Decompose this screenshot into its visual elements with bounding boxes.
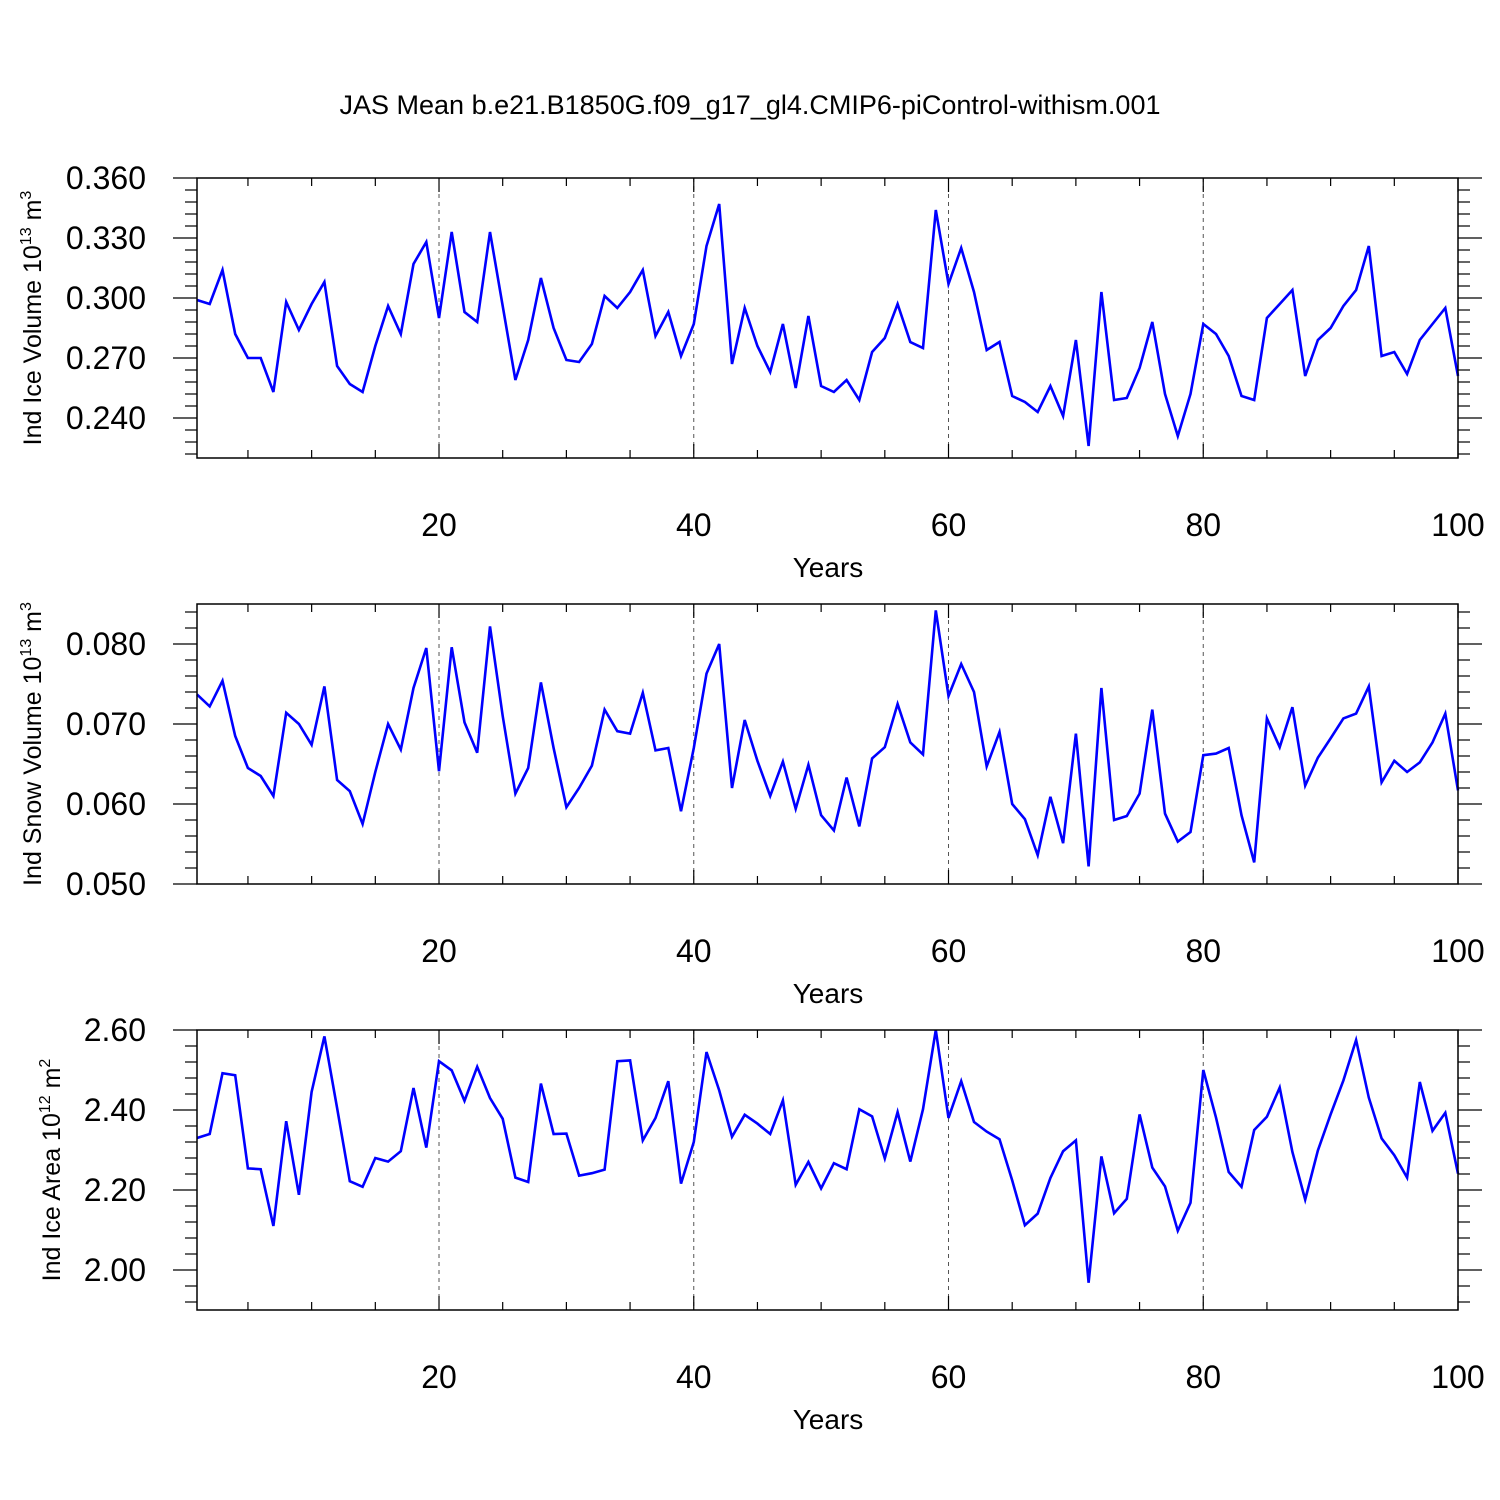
x-tick-label: 100 bbox=[1431, 507, 1484, 543]
x-tick-label: 60 bbox=[931, 507, 967, 543]
y-tick-label: 2.20 bbox=[84, 1172, 146, 1208]
y-tick-label: 0.330 bbox=[66, 220, 146, 256]
x-axis-label: Years bbox=[793, 978, 864, 1009]
panel-snow-volume: 0.050 0.060 0.070 0.080 20 40 60 80 100 Years Ind … bbox=[18, 602, 1485, 1009]
y-tick-label: 2.00 bbox=[84, 1252, 146, 1288]
y-tick-label: 0.240 bbox=[66, 400, 146, 436]
x-tick-label: 100 bbox=[1431, 1359, 1484, 1395]
x-tick-label: 40 bbox=[676, 507, 712, 543]
series-line bbox=[196, 1029, 1460, 1283]
series-line bbox=[196, 203, 1460, 447]
y-tick-label: 2.60 bbox=[84, 1012, 146, 1048]
x-axis-label: Years bbox=[793, 1404, 864, 1435]
x-tick-label: 80 bbox=[1185, 933, 1221, 969]
x-tick-label: 20 bbox=[421, 1359, 457, 1395]
y-tick-label: 0.070 bbox=[66, 706, 146, 742]
x-tick-label: 20 bbox=[421, 507, 457, 543]
x-tick-label: 40 bbox=[676, 933, 712, 969]
x-tick-label: 20 bbox=[421, 933, 457, 969]
x-tick-label: 60 bbox=[931, 933, 967, 969]
y-tick-label: 2.40 bbox=[84, 1092, 146, 1128]
x-tick-label: 100 bbox=[1431, 933, 1484, 969]
plot-frame bbox=[196, 177, 1459, 459]
plot-frame bbox=[196, 603, 1459, 885]
x-tick-label: 80 bbox=[1185, 1359, 1221, 1395]
x-tick-label: 40 bbox=[676, 1359, 712, 1395]
y-tick-label: 0.050 bbox=[66, 866, 146, 902]
chart-title: JAS Mean b.e21.B1850G.f09_g17_gl4.CMIP6-… bbox=[340, 90, 1161, 120]
y-tick-label: 0.360 bbox=[66, 160, 146, 196]
series-line bbox=[196, 610, 1460, 867]
y-tick-label: 0.060 bbox=[66, 786, 146, 822]
x-axis-label: Years bbox=[793, 552, 864, 583]
y-axis-label: Ind Ice Area 1012 m2 bbox=[37, 1059, 66, 1282]
x-tick-label: 80 bbox=[1185, 507, 1221, 543]
y-tick-label: 0.300 bbox=[66, 280, 146, 316]
panel-ice-area: 2.00 2.20 2.40 2.60 20 40 60 80 100 Years Ind Ice … bbox=[37, 1012, 1485, 1435]
x-tick-label: 60 bbox=[931, 1359, 967, 1395]
panel-ice-volume: 0.240 0.270 0.300 0.330 0.360 20 40 60 80 100 Year… bbox=[18, 160, 1485, 583]
y-tick-label: 0.270 bbox=[66, 340, 146, 376]
y-tick-label: 0.080 bbox=[66, 626, 146, 662]
y-axis-label: Ind Snow Volume 1013 m3 bbox=[18, 602, 47, 886]
y-axis-label: Ind Ice Volume 1013 m3 bbox=[18, 191, 47, 446]
plot-frame bbox=[196, 1029, 1459, 1311]
